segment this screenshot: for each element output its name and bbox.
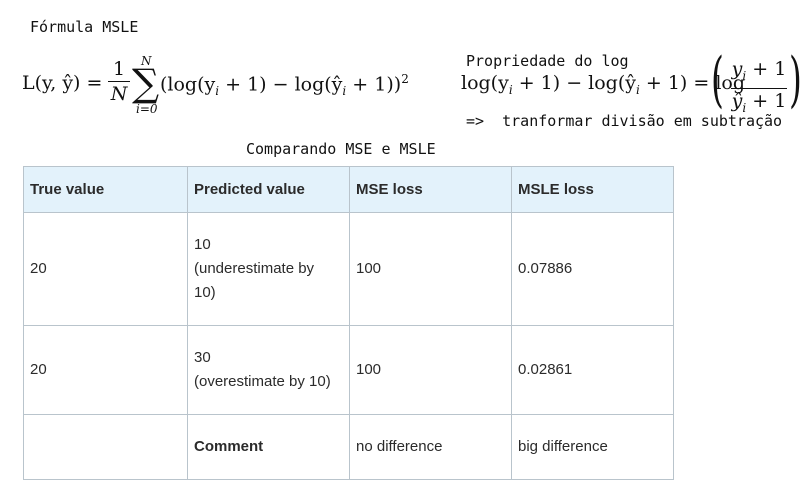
- log-fraction-numerator: yi + 1: [731, 58, 787, 83]
- fraction-denominator: N: [110, 83, 128, 105]
- close-paren-icon: ): [789, 45, 802, 115]
- header-mse-loss: MSE loss: [349, 166, 512, 213]
- table-cell: no difference: [349, 414, 512, 480]
- formula-lhs: L(y, ŷ) =: [22, 72, 103, 94]
- table-cell: 0.02861: [511, 325, 674, 415]
- header-true-value: True value: [23, 166, 188, 213]
- sum-upper-limit: N: [141, 54, 152, 68]
- table-row: 20 10 (underestimate by 10) 100 0.07886: [23, 212, 674, 326]
- table-cell: 20: [23, 212, 188, 326]
- table-cell: big difference: [511, 414, 674, 480]
- table-header-row: True value Predicted value MSE loss MSLE…: [23, 166, 674, 213]
- log-identity-lhs: log(yi + 1) − log(ŷi + 1) = log: [461, 72, 746, 97]
- log-property-note: Propriedade do log => tranformar divisão…: [466, 11, 782, 151]
- header-msle-loss: MSLE loss: [511, 166, 674, 213]
- comparison-table: True value Predicted value MSE loss MSLE…: [23, 166, 674, 480]
- table-row: 20 30 (overestimate by 10) 100 0.02861: [23, 325, 674, 415]
- table-cell: 0.07886: [511, 212, 674, 326]
- table-cell: 100: [349, 325, 512, 415]
- log-fraction-denominator: ŷi + 1: [731, 89, 787, 115]
- fraction-numerator: 1: [112, 58, 126, 80]
- log-fraction: yi + 1 ŷi + 1: [731, 58, 787, 119]
- formula-body: (log(yi + 1) − log(ŷi + 1))2: [160, 72, 409, 99]
- log-property-title: Propriedade do log: [466, 52, 629, 70]
- table-cell: 10 (underestimate by 10): [187, 212, 350, 326]
- sum-lower-limit: i=0: [136, 102, 158, 116]
- table-row: Comment no difference big difference: [23, 414, 674, 480]
- table-cell: 20: [23, 325, 188, 415]
- table-title: Comparando MSE e MSLE: [246, 140, 436, 158]
- header-predicted-value: Predicted value: [187, 166, 350, 213]
- log-property-subtitle: => tranformar divisão em subtração: [466, 112, 783, 130]
- table-cell: [23, 414, 188, 480]
- table-cell: 100: [349, 212, 512, 326]
- formula-title: Fórmula MSLE: [30, 18, 139, 36]
- table-cell: 30 (overestimate by 10): [187, 325, 350, 415]
- comment-label: Comment: [187, 414, 350, 480]
- formula-fraction: 1 N: [108, 58, 130, 105]
- open-paren-icon: (: [711, 45, 724, 115]
- sigma-icon: ∑: [132, 61, 160, 105]
